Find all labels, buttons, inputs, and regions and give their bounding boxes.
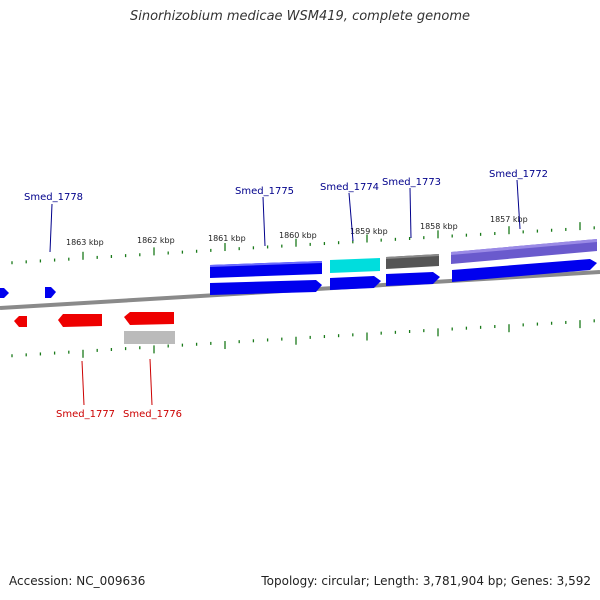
gene-smed-1772-arrow[interactable] — [452, 259, 597, 282]
tick-marks — [11, 222, 595, 358]
leader-smed-1777 — [81, 360, 85, 406]
kbp-label-1859: 1859 kbp — [350, 227, 388, 236]
gene-smed-1774[interactable] — [330, 258, 380, 273]
gene-smed-1775-arrow[interactable] — [210, 280, 322, 295]
leader-smed-1776 — [149, 358, 153, 406]
gene-smed-1772[interactable] — [451, 239, 597, 264]
kbp-label-1861: 1861 kbp — [208, 234, 246, 243]
leader-smed-1775 — [262, 196, 266, 247]
gene-smed-1775[interactable] — [210, 261, 322, 278]
kbp-label-1863: 1863 kbp — [66, 238, 104, 247]
label-smed-1773[interactable]: Smed_1773 — [382, 177, 441, 188]
gene-smed-1777[interactable] — [58, 314, 102, 327]
gene-smed-1776[interactable] — [124, 312, 174, 325]
kbp-label-1862: 1862 kbp — [137, 236, 175, 245]
kbp-label-1858: 1858 kbp — [420, 222, 458, 231]
label-smed-1777[interactable]: Smed_1777 — [56, 409, 115, 420]
gene-smed-1773-arrow[interactable] — [386, 272, 440, 286]
label-smed-1775[interactable]: Smed_1775 — [235, 186, 294, 197]
label-smed-1772[interactable]: Smed_1772 — [489, 169, 548, 180]
genome-summary-text: Topology: circular; Length: 3,781,904 bp… — [261, 574, 591, 588]
kbp-label-1860: 1860 kbp — [279, 231, 317, 240]
label-smed-1774[interactable]: Smed_1774 — [320, 182, 379, 193]
gene-smed-1773[interactable] — [386, 254, 439, 269]
leader-smed-1773 — [409, 187, 412, 239]
leader-smed-1778 — [49, 203, 53, 253]
kbp-label-1857: 1857 kbp — [490, 215, 528, 224]
map-title: Sinorhizobium medicae WSM419, complete g… — [129, 9, 471, 24]
gene-smed-1776-rna[interactable] — [124, 331, 175, 344]
gene-arrow-left-edge[interactable] — [0, 288, 9, 298]
leader-smed-1772 — [516, 179, 521, 230]
leader-smed-1774 — [348, 192, 354, 242]
label-smed-1776[interactable]: Smed_1776 — [123, 409, 182, 420]
gene-smed-1778-arrow[interactable] — [45, 287, 56, 298]
gene-red-left-edge[interactable] — [14, 316, 27, 327]
gene-smed-1774-arrow[interactable] — [330, 276, 381, 290]
accession-text: Accession: NC_009636 — [9, 574, 146, 588]
label-smed-1778[interactable]: Smed_1778 — [24, 192, 83, 203]
